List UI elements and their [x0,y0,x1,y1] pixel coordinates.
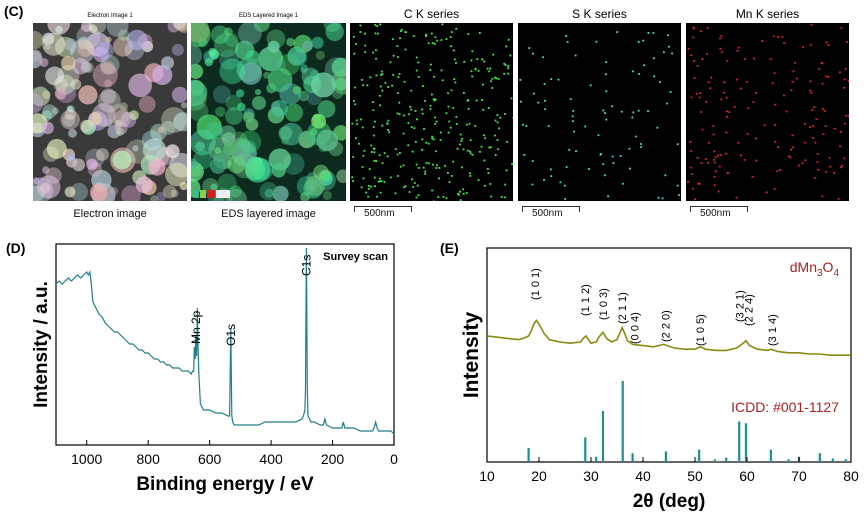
x-tick-label: 200 [321,451,345,467]
x-tick-label: 400 [259,451,283,467]
hkl-annotation: (3 1 4) [767,314,779,346]
scale-bar [690,206,748,212]
x-tick-label: 0 [390,451,398,467]
hkl-annotation: (1 0 1) [530,268,542,300]
y-axis-label: Intensity / a.u. [31,281,52,408]
map-caption: Electron image [73,208,147,220]
x-axis-label: Binding energy / eV [136,474,314,495]
scale-bar-label: 500nm [364,208,395,219]
peak-annotation: O1s [224,324,238,346]
green-map-image [350,23,513,201]
hkl-annotation: (1 0 5) [695,314,707,346]
cyan-map-image [518,23,681,201]
hkl-annotation: (3 2 1) [735,290,747,322]
peak-annotation: C1s [299,255,313,276]
x-axis-label: 2θ (deg) [633,491,706,512]
map-title: Mn K series [735,7,800,21]
series-line [486,319,851,356]
x-tick-label: 60 [739,468,755,484]
hkl-annotation: (2 1 1) [617,292,629,324]
plot-frame [55,243,395,446]
series-line [55,247,395,435]
map-title: EDS Layered Image 1 [238,13,299,19]
x-tick-label: 70 [791,468,807,484]
x-tick-label: 50 [687,468,703,484]
hkl-annotation: (1 0 3) [598,288,610,320]
map-title: S K series [572,7,627,21]
x-tick-label: 600 [198,451,222,467]
x-tick-label: 20 [531,468,547,484]
x-tick-label: 40 [635,468,651,484]
panel-d-label: (D) [6,240,26,256]
x-tick-label: 800 [137,451,161,467]
scale-bar-label: 500nm [700,208,731,219]
series-label-dmn3o4: dMn3O4 [790,259,840,279]
y-axis-label: Intensity [460,312,483,399]
scale-bar [522,206,580,212]
layered-map-image [191,23,346,201]
chart-title: Survey scan [323,251,388,263]
hkl-annotation: (2 2 0) [660,310,672,342]
scale-bar [354,206,412,212]
hkl-annotation: (0 0 4) [630,312,642,344]
peak-annotation: Mn 2p [189,310,203,344]
panel-c-label: (C) [4,3,24,19]
x-tick-label: 80 [843,468,859,484]
x-tick-label: 10 [479,468,495,484]
xps-survey-chart: 1000 800 600 400 200 0 Binding energy / eV Inte… [31,243,398,495]
map-caption: EDS layered image [221,208,316,220]
map-title: Electron Image 1 [87,13,133,19]
panel-e-label: (E) [440,240,459,256]
scale-bar-label: 500nm [532,208,563,219]
xrd-pattern-chart: 10 20 30 40 50 60 70 80 2θ (deg) Intensity dMn3O4 I… [460,247,859,512]
electron-map-image [33,23,187,201]
red-map-image [686,23,849,201]
x-tick-label: 30 [583,468,599,484]
series-label-icdd: ICDD: #001-1127 [731,399,839,415]
x-tick-label: 1000 [71,451,102,467]
hkl-annotation: (2 2 4) [744,294,756,326]
hkl-annotation: (1 1 2) [580,284,592,316]
map-title: C K series [403,7,460,21]
